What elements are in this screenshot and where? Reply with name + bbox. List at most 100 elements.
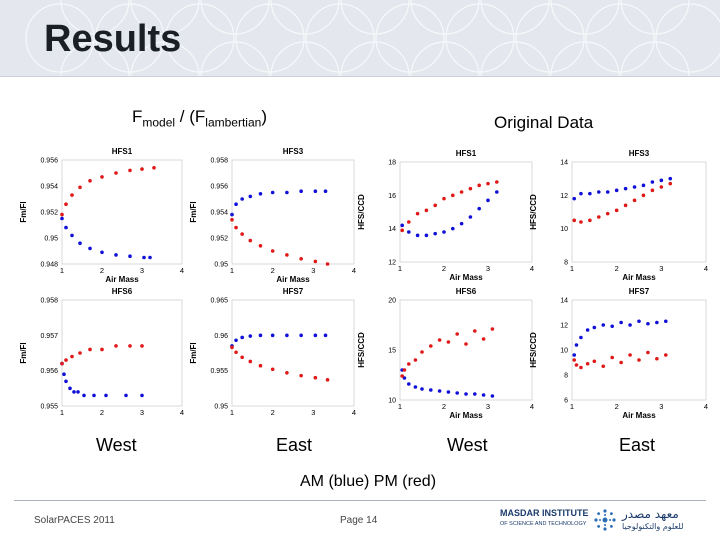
data-point-pm [270,249,275,253]
x-tick-label: 3 [659,402,663,411]
data-point-pm [481,337,486,341]
data-point-pm [78,351,82,355]
data-point-am [78,241,82,245]
data-point-pm [655,356,659,361]
panel-title: HFS6 [456,287,477,296]
logo-text-ar-sub: للعلوم والتكنولوجيا [622,522,684,531]
chart-panel-2: HFS3 1 2 3 4 0.95 0.952 0.954 0.956 0.958 Air Mass… [189,147,356,284]
x-axis-label: Air Mass [622,273,656,282]
masdar-logo: MASDAR INSTITUTE OF SCIENCE AND TECHNOLO… [498,505,708,535]
data-point-pm [285,370,289,375]
data-point-pm [572,358,577,362]
data-point-am [64,225,68,230]
x-tick-label: 3 [659,264,663,273]
data-point-pm [597,215,601,219]
panel-title: HFS1 [112,147,133,156]
data-point-pm [628,353,632,357]
y-tick-label: 0.96 [214,333,228,340]
data-point-am [248,334,253,338]
data-point-am [592,325,597,330]
y-tick-label: 6 [564,398,568,405]
data-point-pm [70,354,74,359]
data-point-am [641,183,646,188]
data-point-pm [442,196,446,201]
data-point-am [285,190,289,195]
y-tick-label: 10 [560,348,568,355]
data-point-pm [285,253,289,257]
y-tick-label: 12 [560,193,568,200]
y-tick-label: 0.955 [210,368,228,375]
data-point-pm [78,185,82,190]
plot-frame [399,161,533,263]
data-point-pm [152,166,156,170]
data-point-am [664,319,668,324]
data-point-pm [632,198,637,203]
data-point-pm [641,193,646,198]
data-point-pm [579,365,583,370]
data-point-pm [610,355,614,360]
data-point-am [446,390,451,394]
data-point-pm [325,378,330,382]
data-point-am [585,328,590,332]
heading-sub-model: model [142,115,176,130]
data-point-pm [664,353,668,357]
y-tick-label: 15 [388,348,396,355]
x-tick-label: 4 [180,266,184,275]
data-point-pm [270,367,275,372]
data-point-pm [140,167,144,171]
data-point-am [473,392,477,396]
x-tick-label: 2 [100,266,104,275]
data-point-pm [574,363,579,367]
data-point-am [64,379,68,384]
data-point-pm [258,363,263,368]
x-tick-label: 1 [398,264,402,273]
data-point-pm [407,220,411,224]
chart-panel-1: HFS1 1 2 3 4 0.948 0.95 0.952 0.954 0.956 Air Mass… [19,147,184,284]
data-point-pm [601,364,606,369]
data-point-pm [100,347,104,352]
data-point-am [140,393,144,398]
y-tick-label: 0.95 [214,404,228,411]
y-tick-label: 8 [564,260,568,267]
y-tick-label: 12 [388,260,396,267]
data-point-pm [313,375,318,380]
data-point-am [62,372,66,377]
x-tick-label: 1 [60,266,64,275]
data-point-am [270,190,275,195]
data-point-pm [240,355,244,360]
data-point-pm [424,208,429,213]
logo-mark-icon [594,509,616,531]
data-point-am [433,231,438,236]
heading-end: ) [261,107,267,126]
heading-fmodel: Fmodel / (Flambertian) [132,107,267,129]
banner-pattern-icon [25,0,720,76]
heading-original-data: Original Data [494,113,594,132]
data-point-am [614,188,619,193]
data-point-am [459,221,464,226]
data-point-am [407,230,411,234]
x-tick-label: 2 [271,408,275,417]
data-point-pm [230,345,234,350]
data-point-pm [100,175,104,179]
data-point-pm [477,183,482,188]
data-point-am [407,382,411,386]
data-point-pm [459,190,464,194]
data-point-am [76,390,80,394]
data-point-am [82,393,86,398]
data-point-am [437,389,442,393]
data-point-pm [230,218,234,222]
data-point-pm [413,358,418,362]
data-point-pm [140,344,144,348]
x-tick-label: 1 [230,266,234,275]
x-tick-label: 4 [704,402,708,411]
heading-f1: F [132,107,143,126]
data-point-pm [234,350,238,355]
panel-title: HFS6 [112,287,133,296]
data-point-am [240,335,244,340]
y-tick-label: 8 [564,373,568,380]
plot-frame [399,299,533,401]
x-tick-label: 2 [615,402,619,411]
y-tick-label: 0.956 [40,368,58,375]
x-tick-label: 2 [100,408,104,417]
